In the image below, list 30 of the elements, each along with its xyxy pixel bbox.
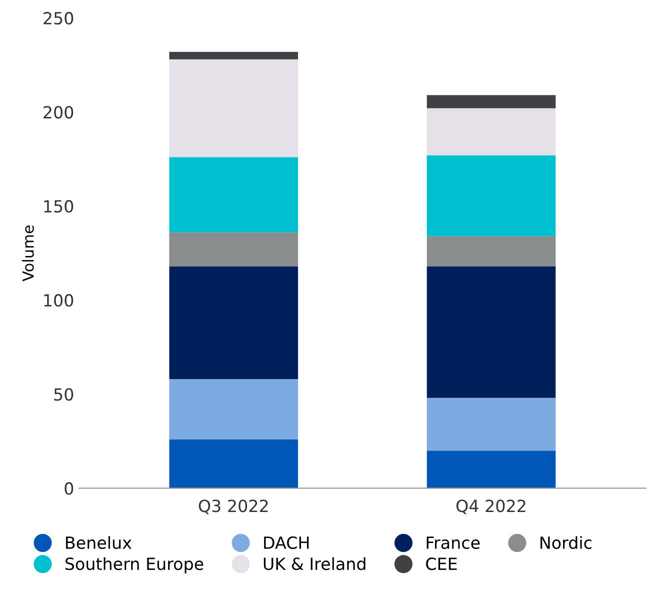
bar (169, 439, 298, 488)
legend-label: France (426, 536, 480, 549)
y-tick-label: 50 (54, 388, 74, 401)
bar (169, 232, 298, 266)
bar (426, 108, 556, 156)
legend-label: CEE (426, 558, 457, 570)
bar (169, 157, 298, 232)
legend-label: Nordic (540, 536, 592, 549)
y-tick-label: 250 (44, 12, 74, 25)
bar (169, 59, 298, 158)
y-tick-label: 0 (64, 482, 74, 495)
bar (169, 379, 298, 440)
bar (426, 398, 556, 451)
y-axis-title: Volume (22, 225, 34, 282)
legend-label: Southern Europe (66, 557, 204, 574)
legend-label: DACH (264, 536, 309, 549)
y-tick-label: 200 (44, 106, 74, 119)
y-tick-label: 100 (44, 294, 74, 307)
legend-label: UK & Ireland (264, 557, 366, 570)
bar (426, 236, 556, 266)
bar (426, 155, 556, 236)
bar (169, 266, 298, 380)
x-tick-label: Q4 2022 (456, 500, 526, 514)
bar (426, 266, 556, 398)
x-tick-label: Q3 2022 (198, 500, 268, 514)
y-tick-label: 150 (44, 200, 74, 213)
bar (169, 52, 298, 60)
bar (426, 95, 556, 108)
legend-label: Benelux (66, 536, 132, 549)
bar (426, 450, 556, 488)
